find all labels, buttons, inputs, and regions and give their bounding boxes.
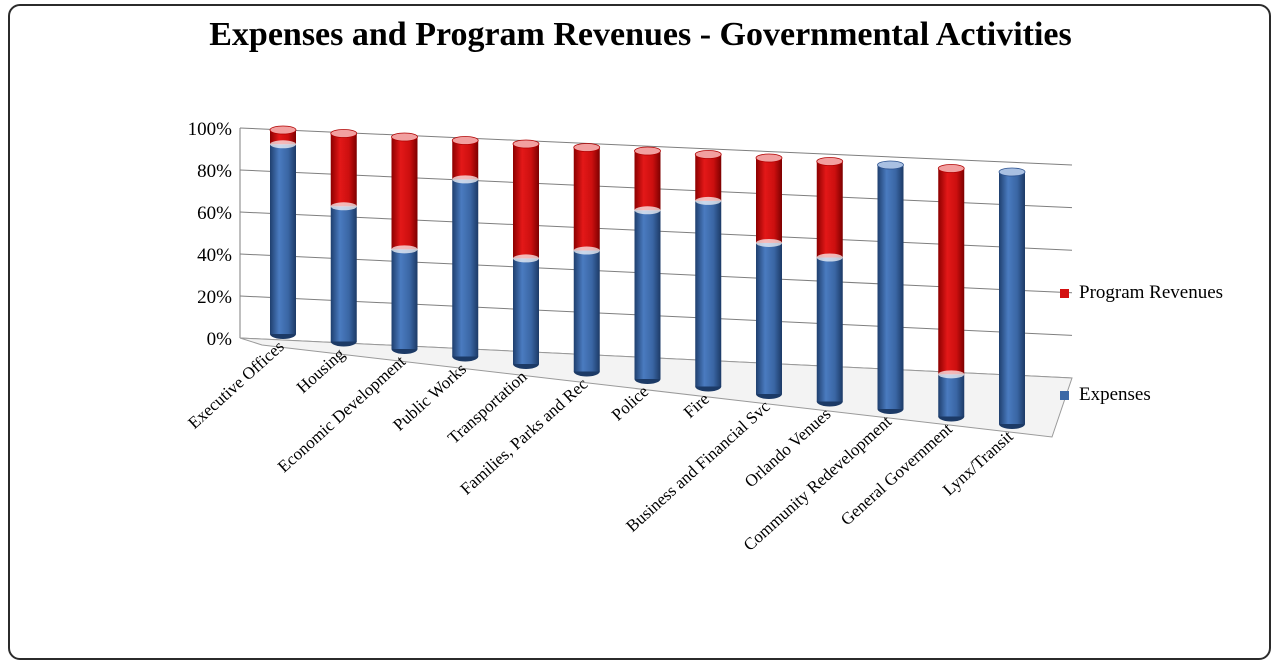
bar-top [998,167,1026,177]
bar-segment-divider [938,370,965,379]
legend-item-expenses: Expenses [1060,384,1151,406]
y-tick-label: 100% [188,119,233,140]
chart-floor [239,337,1073,438]
bar-group [391,132,418,354]
y-tick-label: 0% [207,329,233,350]
bar-group [269,125,297,339]
bar-expenses [330,206,357,342]
bar-expenses [816,257,843,402]
bar-program-revenues [513,144,539,259]
bar-group [937,164,965,422]
bar-expenses [452,179,479,357]
bar-segment-divider [330,202,357,211]
bar-program-revenues [452,140,479,180]
x-tick-label: Business and Financial Svc [622,397,774,536]
bar-program-revenues [816,161,843,258]
bar-top [755,153,783,163]
bar-expenses [938,374,965,417]
y-tick-label: 20% [197,287,232,308]
bar-expenses [573,250,600,372]
x-tick-label: Executive Offices [184,337,287,433]
bar-expenses [999,172,1025,424]
bar-expenses [756,242,782,394]
bar-segment-divider [695,196,722,205]
bar-expenses [513,258,539,364]
x-tick-label: Economic Development [274,352,409,477]
bar-top [330,129,358,138]
bar-program-revenues [634,151,661,211]
bar-program-revenues [330,133,357,207]
bar-group [512,139,540,369]
bar-top [269,125,297,135]
bar-top [634,146,661,156]
bar-expenses [270,144,296,334]
bar-program-revenues [695,154,722,201]
legend-item-program-revenues: Program Revenues [1060,282,1223,304]
gridline [239,127,1073,166]
bar-segment-divider [452,175,479,184]
bar-segment-divider [756,238,782,247]
bar-top [391,132,418,142]
y-tick-label: 40% [197,245,232,266]
bar-expenses [695,200,722,387]
bar-expenses [391,249,418,349]
bar-segment-divider [634,206,661,215]
legend-label: Expenses [1079,384,1151,405]
bar-group [755,153,783,399]
bar-group [877,160,904,414]
bar-segment-divider [513,254,539,263]
bar-segment-divider [816,253,843,262]
legend-label: Program Revenues [1079,282,1224,303]
bar-program-revenues [756,158,782,243]
bar-group [998,167,1026,429]
bar-top [877,160,904,170]
bar-group [634,146,661,384]
legend-swatch-blue [1060,390,1069,400]
chart-title: Expenses and Program Revenues - Governme… [209,16,1072,53]
legend-swatch-red [1060,288,1069,298]
bar-top [816,157,844,166]
bar-group [573,143,601,377]
y-tick-label: 80% [197,161,232,182]
bar-top [451,136,479,145]
bar-expenses [634,210,661,379]
bar-program-revenues [938,168,965,375]
bar-top [573,143,601,152]
bar-group [816,157,844,407]
bar-segment-divider [391,245,418,254]
y-tick-label: 60% [197,203,232,224]
bar-group [330,129,358,347]
bar-program-revenues [391,137,418,250]
bar-group [451,136,479,362]
bar-segment-divider [270,140,296,149]
x-tick-label: Families, Parks and Rec [457,374,592,498]
bar-program-revenues [573,147,600,251]
bar-expenses [877,165,904,409]
bar-top [694,150,722,159]
bar-top [937,164,965,173]
bar-top [512,139,540,149]
bar-segment-divider [573,246,600,255]
bar-group [694,150,722,392]
